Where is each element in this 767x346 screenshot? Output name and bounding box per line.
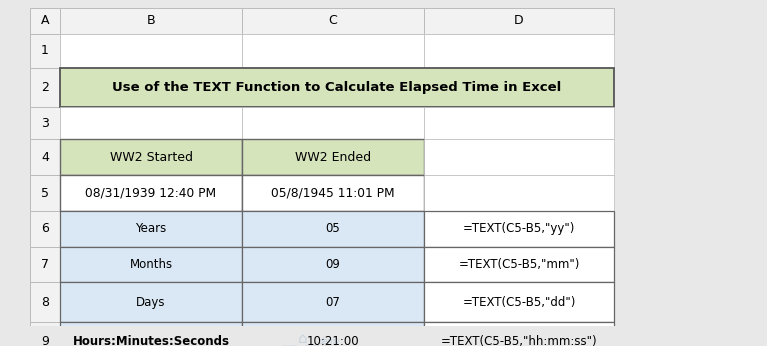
Bar (60, 68, 614, 107)
Text: 09: 09 (325, 258, 341, 271)
Bar (242, 175, 424, 211)
Bar (242, 107, 424, 139)
Bar (60, 211, 242, 247)
Text: 7: 7 (41, 258, 49, 271)
Bar (424, 8, 614, 34)
Text: 05/8/1945 11:01 PM: 05/8/1945 11:01 PM (272, 186, 395, 200)
Text: EXCEL · DATA · BI: EXCEL · DATA · BI (283, 345, 330, 346)
Bar (424, 282, 614, 322)
Bar (60, 175, 242, 211)
Text: 2: 2 (41, 81, 49, 94)
Bar (242, 247, 424, 282)
Bar (424, 211, 614, 247)
Bar (60, 139, 242, 175)
Bar (60, 34, 242, 68)
Text: Months: Months (130, 258, 173, 271)
Bar (60, 8, 242, 34)
Text: demy: demy (318, 337, 340, 346)
Text: 5: 5 (41, 186, 49, 200)
Bar (30, 247, 60, 282)
Text: WW2 Started: WW2 Started (110, 151, 193, 164)
Text: Days: Days (137, 296, 166, 309)
Text: A: A (41, 14, 49, 27)
Text: C: C (328, 14, 337, 27)
Bar (424, 34, 614, 68)
Bar (30, 211, 60, 247)
Text: WW2 Ended: WW2 Ended (295, 151, 371, 164)
Text: 10:21:00: 10:21:00 (307, 335, 359, 346)
Text: D: D (514, 14, 524, 27)
Text: 05: 05 (326, 222, 341, 235)
Text: 1: 1 (41, 44, 49, 57)
Text: 4: 4 (41, 151, 49, 164)
Bar (60, 107, 242, 139)
Text: 08/31/1939 12:40 PM: 08/31/1939 12:40 PM (85, 186, 216, 200)
Bar (424, 139, 614, 175)
Bar (242, 211, 424, 247)
Bar (30, 175, 60, 211)
Text: Years: Years (135, 222, 166, 235)
Text: 07: 07 (325, 296, 341, 309)
Text: 3: 3 (41, 117, 49, 130)
Text: Hours:Minutes:Seconds: Hours:Minutes:Seconds (73, 335, 229, 346)
Text: 6: 6 (41, 222, 49, 235)
Text: ⌂: ⌂ (298, 331, 308, 346)
Text: =TEXT(C5-B5,"dd"): =TEXT(C5-B5,"dd") (463, 296, 576, 309)
Bar (30, 68, 60, 107)
Bar (60, 247, 242, 282)
Bar (242, 8, 424, 34)
Bar (424, 107, 614, 139)
Bar (30, 8, 60, 34)
Bar (242, 34, 424, 68)
Text: =TEXT(C5-B5,"hh:mm:ss"): =TEXT(C5-B5,"hh:mm:ss") (441, 335, 597, 346)
Text: =TEXT(C5-B5,"mm"): =TEXT(C5-B5,"mm") (459, 258, 580, 271)
Bar (30, 34, 60, 68)
Bar (242, 282, 424, 322)
Text: 9: 9 (41, 335, 49, 346)
Bar (30, 282, 60, 322)
Bar (424, 247, 614, 282)
Bar (242, 322, 424, 346)
Bar (30, 107, 60, 139)
Text: 8: 8 (41, 296, 49, 309)
Bar (242, 139, 424, 175)
Text: =TEXT(C5-B5,"yy"): =TEXT(C5-B5,"yy") (463, 222, 575, 235)
Text: Use of the TEXT Function to Calculate Elapsed Time in Excel: Use of the TEXT Function to Calculate El… (113, 81, 561, 94)
Bar (30, 322, 60, 346)
Bar (60, 282, 242, 322)
Bar (60, 322, 242, 346)
Bar (30, 139, 60, 175)
Bar (424, 175, 614, 211)
Text: B: B (146, 14, 155, 27)
Bar (424, 322, 614, 346)
